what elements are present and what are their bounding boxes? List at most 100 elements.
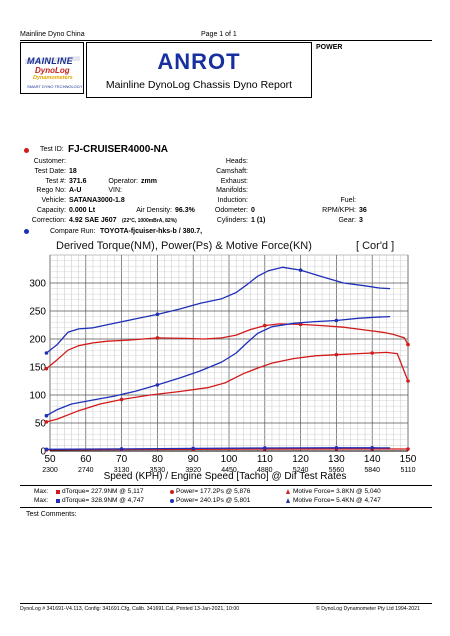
series-point <box>298 268 303 272</box>
gear-label: Gear: <box>338 217 356 224</box>
compare-label: Compare Run: <box>50 228 96 235</box>
brand-title: ANROT <box>157 49 241 74</box>
series-point <box>119 447 124 451</box>
rpm-tick-label: 5560 <box>329 467 345 474</box>
chart-title-suffix: [ Cor'd ] <box>356 240 395 252</box>
company-name: Mainline Dyno China <box>20 31 85 38</box>
chart-title: Derived Torque(NM), Power(Ps) & Motive F… <box>56 240 312 252</box>
summary-row-1-power-marker-icon <box>170 490 174 494</box>
summary-row-2-power: Power= 240.1Ps @ 5,801 <box>176 497 251 504</box>
fuel-label: Fuel: <box>340 197 356 204</box>
correction-value: 4.92 SAE J607 <box>69 217 117 224</box>
test-number-value: 371.6 <box>69 178 87 185</box>
x-tick-label: 70 <box>116 454 128 465</box>
summary-row-2-torque: dTorque= 328.9NM @ 4,747 <box>62 497 144 504</box>
logo-tagline: SMART DYNO TECHNOLOGY <box>27 84 83 89</box>
logo-line3: Dynamometers <box>33 75 73 81</box>
header-rule <box>20 40 432 41</box>
induction-label: Induction: <box>217 197 248 204</box>
vehicle-value: SATANA3000-1.8 <box>69 197 125 204</box>
y-tick-label: 100 <box>29 391 46 402</box>
manifolds-label: Manifolds: <box>216 187 248 194</box>
compare-bullet-icon <box>24 229 29 234</box>
series-point <box>370 446 375 450</box>
report-subtitle: Mainline DynoLog Chassis Dyno Report <box>105 79 293 91</box>
rego-label: Rego No: <box>36 187 66 194</box>
rpm-tick-label: 3530 <box>150 467 166 474</box>
series-point <box>44 447 49 452</box>
summary-row-1-torque: dTorque= 227.9NM @ 5,117 <box>62 488 144 495</box>
page-number: Page 1 of 1 <box>201 31 237 38</box>
chart-axes: 0501001502002503005023006027407031308035… <box>29 279 416 475</box>
summary-row-2-power-marker-icon <box>170 499 174 503</box>
series-line-blue-3 <box>46 266 391 354</box>
y-tick-label: 150 <box>29 363 46 374</box>
logo-line2: DynoLog <box>35 66 70 75</box>
capacity-value: 0.000 Lt <box>69 207 96 214</box>
summary-row-2-force-marker-icon <box>286 498 290 503</box>
y-tick-label: 200 <box>29 335 46 346</box>
rpm-kph-value: 36 <box>359 207 367 214</box>
series-point <box>119 397 124 402</box>
series-point <box>155 383 160 387</box>
series-point <box>263 323 267 328</box>
logo-line1: MAINLINE <box>27 56 73 66</box>
test-id-label: Test ID: <box>40 146 64 153</box>
chart-series <box>44 266 410 452</box>
series-point <box>155 336 160 340</box>
rpm-tick-label: 2300 <box>42 467 58 474</box>
x-tick-label: 60 <box>80 454 92 465</box>
x-axis-label: Speed (KPH) / Engine Speed [Tacho] @ Dif… <box>103 471 347 482</box>
x-tick-label: 90 <box>188 454 200 465</box>
summary-row-2-force: Motive Force= 5.4KN @ 4,747 <box>293 497 381 504</box>
x-tick-label: 130 <box>328 454 345 465</box>
x-tick-label: 140 <box>364 454 381 465</box>
y-tick-label: 50 <box>35 419 47 430</box>
series-point <box>44 351 49 355</box>
series-point <box>406 447 410 451</box>
summary-row-1-force: Motive Force= 3.8KN @ 5,040 <box>293 488 381 495</box>
compare-value: TOYOTA-fjcuiser-hks-b / 380.7, <box>100 228 203 235</box>
series-point <box>44 413 49 418</box>
test-number-label: Test #: <box>45 178 66 185</box>
series-point <box>44 366 49 371</box>
series-line-blue-4 <box>46 315 391 417</box>
series-point <box>334 318 339 323</box>
power-label: POWER <box>316 44 343 51</box>
series-point <box>298 322 303 327</box>
series-point <box>370 351 375 355</box>
vin-label: VIN: <box>108 187 122 194</box>
rpm-tick-label: 4880 <box>257 467 273 474</box>
correction-note: (22°C, 1000mBrA, 82%) <box>122 218 177 224</box>
air-density-value: 96.3% <box>175 207 195 214</box>
series-point <box>334 445 339 450</box>
summary-row-1-power: Power= 177.2Ps @ 5,876 <box>176 488 251 495</box>
rpm-tick-label: 5110 <box>400 467 415 474</box>
rpm-tick-label: 2740 <box>78 467 94 474</box>
mainline-logo: MAINLINE DynoLog Dynamometers SMART DYNO… <box>20 42 84 94</box>
x-tick-label: 120 <box>292 454 309 465</box>
rpm-tick-label: 5840 <box>364 467 380 474</box>
summary-row-2-torque-marker-icon <box>56 499 60 503</box>
y-tick-label: 250 <box>29 307 46 318</box>
summary-bottom-rule <box>20 507 432 508</box>
series-point <box>334 352 339 357</box>
x-tick-label: 150 <box>400 454 417 465</box>
series-point <box>263 446 267 450</box>
summary-top-rule <box>20 485 432 486</box>
test-id: FJ-CRUISER4000-NA <box>68 144 169 155</box>
exhaust-label: Exhaust: <box>220 178 248 185</box>
series-line-red-1 <box>46 351 409 423</box>
series-point <box>406 379 410 383</box>
summary-row-1-label: Max: <box>34 488 49 495</box>
series-line-red-0 <box>45 323 409 370</box>
footer-rule <box>20 603 432 604</box>
test-bullet-icon <box>24 148 29 153</box>
rpm-kph-label: RPM/KPH: <box>322 207 356 214</box>
camshaft-label: Camshaft: <box>216 168 248 175</box>
heads-label: Heads: <box>225 158 248 165</box>
summary-row-2-label: Max: <box>34 497 49 504</box>
operator-value: zmm <box>141 178 157 185</box>
odometer-value: 0 <box>251 207 255 214</box>
